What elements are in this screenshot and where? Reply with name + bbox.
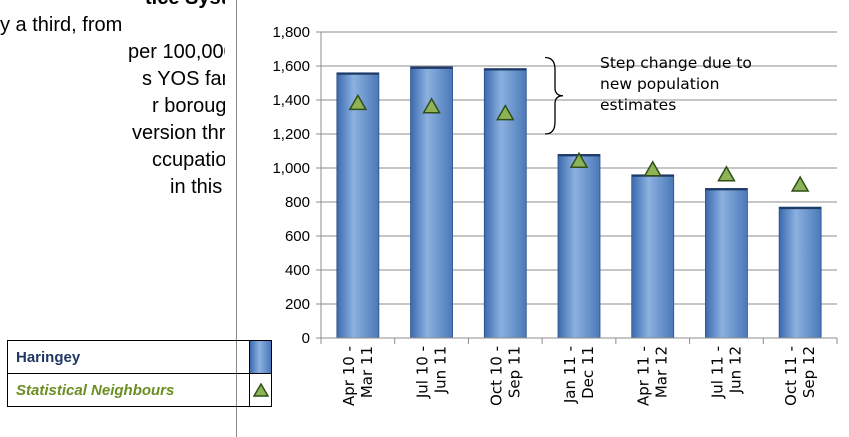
legend-item-neighbours: Statistical Neighbours xyxy=(7,373,272,407)
x-category-label: Apr 10 - xyxy=(340,346,358,406)
x-category-label: Oct 10 - xyxy=(487,346,505,406)
marker-statistical-neighbours xyxy=(495,104,515,121)
bar-haringey xyxy=(705,187,748,339)
y-tick-label: 200 xyxy=(285,296,310,313)
x-category-label: Jun 11 xyxy=(432,346,450,394)
y-tick-label: 1,800 xyxy=(272,24,310,41)
x-category-label: Jul 11 - xyxy=(708,346,726,399)
x-category-label: Apr 11 - xyxy=(635,346,653,406)
marker-statistical-neighbours xyxy=(717,165,736,182)
text-line: ccupational xyxy=(152,149,225,171)
chart-panel: 0 200 400 600 800 1,000 1,200 1,400 1,600 1,800 Ap… xyxy=(236,0,849,437)
annotation-bracket xyxy=(544,56,564,135)
text-line: per 100,000 is xyxy=(128,41,225,63)
y-tick-label: 1,600 xyxy=(272,58,310,75)
annotation-text: Step change due to xyxy=(600,54,752,72)
bar-haringey xyxy=(557,153,601,339)
bar-haringey xyxy=(778,206,822,339)
text-line: in this xyxy=(170,176,223,198)
y-tick-label: 800 xyxy=(285,194,310,211)
marker-statistical-neighbours xyxy=(790,175,810,192)
annotation-text: new population xyxy=(600,75,719,93)
legend-label-neighbours: Statistical Neighbours xyxy=(7,373,250,407)
x-category-label: Oct 11 - xyxy=(782,346,800,406)
bar-haringey xyxy=(336,72,380,339)
y-tick-label: 0 xyxy=(302,330,310,347)
x-category-label: Jul 10 - xyxy=(414,346,432,399)
x-category-label: Sep 11 xyxy=(505,346,523,398)
legend-item-haringey: Haringey xyxy=(7,340,272,374)
legend-bar-swatch xyxy=(249,340,272,374)
x-category-label: Jun 12 xyxy=(726,346,744,394)
text-line: y a third, from xyxy=(0,14,123,36)
x-category-label: Mar 11 xyxy=(358,346,376,398)
text-line: version through xyxy=(132,122,225,144)
y-tick-label: 600 xyxy=(285,228,310,245)
marker-statistical-neighbours xyxy=(348,93,368,111)
bar-chart: 0 200 400 600 800 1,000 1,200 1,400 1,600 1,800 Ap… xyxy=(272,24,838,406)
y-tick-label: 400 xyxy=(285,262,310,279)
marker-statistical-neighbours xyxy=(643,160,663,177)
legend-label-haringey: Haringey xyxy=(7,340,250,374)
text-line: tice System xyxy=(145,0,225,10)
x-category-label: Jan 11 - xyxy=(561,346,579,404)
marker-statistical-neighbours xyxy=(569,151,589,168)
y-tick-label: 1,200 xyxy=(272,126,310,143)
text-line: r boroughs xyxy=(152,95,225,117)
x-category-label: Dec 11 xyxy=(579,346,597,399)
y-tick-label: 1,000 xyxy=(272,160,310,177)
bar-haringey xyxy=(631,174,675,339)
y-tick-label: 1,400 xyxy=(272,92,310,109)
x-category-label: Sep 12 xyxy=(800,346,818,398)
chart-legend: Haringey Statistical Neighbours xyxy=(7,340,272,407)
x-category-label: Mar 12 xyxy=(653,346,671,398)
legend-triangle-swatch xyxy=(249,373,272,407)
text-line: s YOS family xyxy=(142,68,225,90)
annotation-text: estimates xyxy=(600,96,676,114)
marker-statistical-neighbours xyxy=(422,97,441,114)
